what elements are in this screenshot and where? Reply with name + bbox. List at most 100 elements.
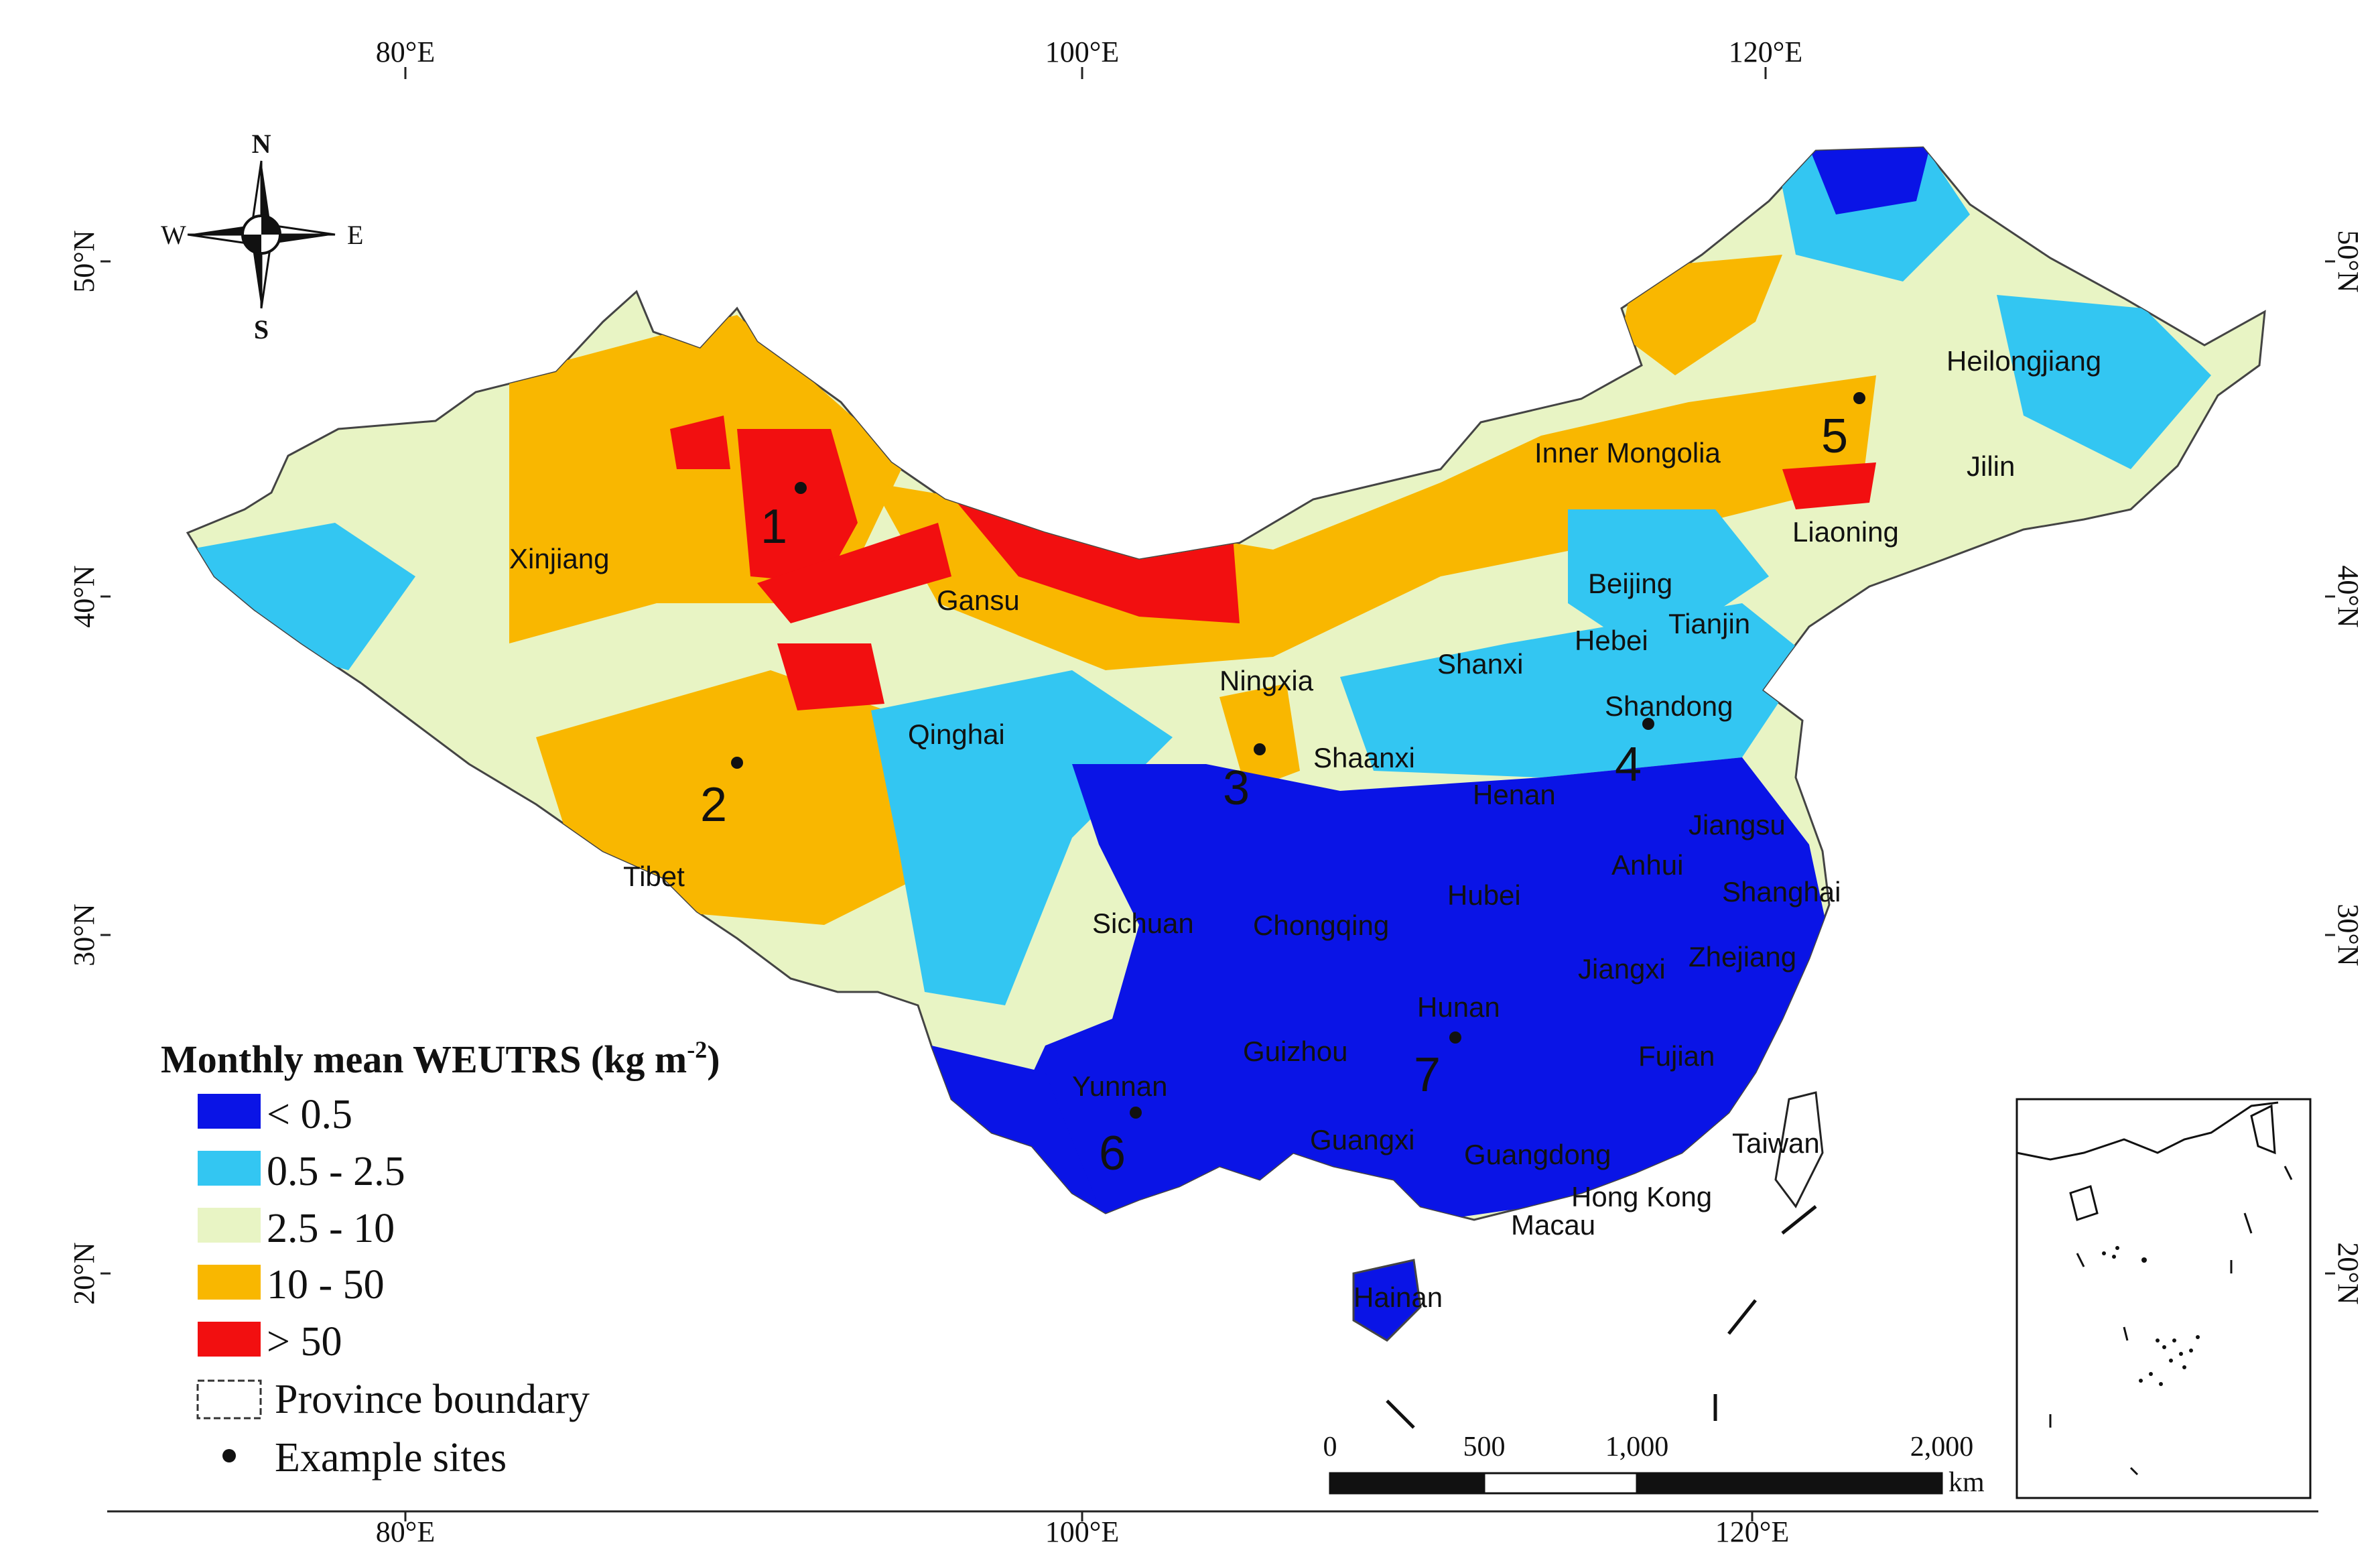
province-label: Hong Kong	[1571, 1181, 1712, 1212]
province-label: Fujian	[1638, 1040, 1715, 1072]
province-label: Shaanxi	[1313, 742, 1415, 773]
site-dot	[795, 482, 807, 494]
legend-class-label: 2.5 - 10	[267, 1206, 395, 1251]
province-label: Guangxi	[1310, 1124, 1414, 1155]
example-site-dot-icon	[222, 1449, 236, 1462]
scale-segment	[1329, 1472, 1485, 1495]
province-label: Shanxi	[1437, 648, 1523, 680]
bottom-lon-label: 120°E	[1715, 1515, 1789, 1548]
class-region-gt-50	[1782, 462, 1876, 509]
class-region-lt-0.5	[281, 684, 375, 724]
class-region-0.5-2.5	[1997, 295, 2211, 469]
right-lat-label: 50°N	[2332, 230, 2365, 292]
compass-w: W	[161, 220, 186, 250]
scale-tick-label: 0	[1323, 1432, 1337, 1462]
legend-class-label: < 0.5	[267, 1092, 352, 1137]
scale-bar: 0 500 1,000 2,000 km	[1323, 1432, 1985, 1498]
legend-class-label: 10 - 50	[267, 1262, 385, 1308]
site-number: 3	[1223, 761, 1250, 815]
province-label: Jiangsu	[1689, 809, 1786, 840]
class-region-lt-0.5	[1809, 147, 1930, 214]
legend-class-label: 0.5 - 2.5	[267, 1149, 405, 1194]
inset-islands	[2102, 1246, 2200, 1386]
province-label: Macau	[1511, 1209, 1595, 1241]
province-label: Yunnan	[1072, 1070, 1168, 1102]
province-label: Anhui	[1611, 849, 1683, 881]
site-dot	[731, 757, 743, 769]
province-label: Gansu	[937, 584, 1020, 616]
site-dot	[1853, 392, 1865, 404]
left-lat-label: 30°N	[68, 903, 101, 966]
graticule-ticks	[101, 67, 2335, 1521]
legend-boundary-label: Province boundary	[275, 1377, 590, 1422]
legend-swatch	[198, 1208, 261, 1243]
site-dot	[1254, 743, 1266, 755]
province-label: Zhejiang	[1689, 941, 1796, 973]
taiwan-island	[1774, 1091, 1824, 1208]
example-sites: 1 2 3 4 5 6 7	[700, 392, 1865, 1180]
province-labels: Xinjiang Gansu Qinghai Tibet Inner Mongo…	[509, 345, 2101, 1313]
class-region-gt-50	[737, 429, 858, 583]
province-label: Chongqing	[1253, 910, 1389, 941]
hainan-island	[1352, 1259, 1422, 1342]
province-label: Sichuan	[1092, 907, 1194, 939]
compass-n: N	[252, 129, 271, 159]
class-region-10-50	[536, 670, 931, 925]
site-number: 6	[1099, 1127, 1126, 1180]
province-label: Jilin	[1967, 450, 2015, 482]
province-label: Beijing	[1588, 568, 1672, 599]
class-region-0.5-2.5	[1568, 509, 1769, 657]
scale-segment	[1636, 1472, 1943, 1495]
scale-tick-label: 1,000	[1605, 1432, 1669, 1462]
bottom-lon-label: 80°E	[376, 1515, 435, 1548]
top-lon-label: 120°E	[1729, 36, 1802, 68]
province-boundary-swatch	[196, 1379, 262, 1420]
class-region-10-50	[1219, 684, 1300, 791]
legend-title: Monthly mean WEUTRS (kg m-2)	[161, 1036, 720, 1081]
province-label: Henan	[1473, 779, 1556, 810]
scale-tick-label: 2,000	[1910, 1432, 1974, 1462]
legend-swatch	[198, 1094, 261, 1129]
top-lon-label: 80°E	[376, 36, 435, 68]
class-region-0.5-2.5	[1340, 603, 1809, 777]
bottom-lon-label: 100°E	[1045, 1515, 1119, 1548]
site-dot	[1449, 1031, 1461, 1044]
province-label: Shanghai	[1722, 876, 1841, 907]
scale-unit-label: km	[1948, 1467, 1985, 1498]
site-number: 5	[1821, 410, 1848, 463]
compass-e: E	[347, 220, 363, 250]
maritime-boundary-lines	[1386, 1205, 1817, 1429]
scale-tick-label: 500	[1463, 1432, 1506, 1462]
legend-swatch	[198, 1151, 261, 1186]
province-label: Heilongjiang	[1946, 345, 2101, 377]
province-label: Inner Mongolia	[1534, 437, 1721, 468]
class-region-lt-0.5	[1005, 757, 1829, 1220]
compass-s: S	[254, 314, 269, 345]
top-lon-label: 100°E	[1045, 36, 1119, 68]
province-label: Jiangxi	[1578, 953, 1666, 985]
site-dot	[1130, 1107, 1142, 1119]
province-label: Hebei	[1575, 625, 1648, 656]
right-lat-label: 40°N	[2332, 565, 2365, 627]
south-china-sea-inset	[2015, 1098, 2312, 1499]
legend-sites-label: Example sites	[275, 1435, 507, 1481]
class-region-0.5-2.5	[1776, 154, 1970, 281]
site-number: 4	[1615, 738, 1642, 792]
legend-class-label: > 50	[267, 1319, 342, 1365]
class-region-gt-50	[757, 523, 951, 623]
legend: Monthly mean WEUTRS (kg m-2) < 0.5 0.5 -…	[161, 1036, 720, 1481]
province-label: Hunan	[1417, 991, 1500, 1023]
province-label: Guangdong	[1464, 1139, 1611, 1170]
left-lat-label: 40°N	[68, 565, 101, 627]
right-lat-label: 30°N	[2332, 903, 2365, 966]
province-label: Shandong	[1605, 690, 1733, 722]
china-weutrs-raster	[186, 146, 2266, 1429]
province-label: Hainan	[1353, 1281, 1443, 1313]
class-region-gt-50	[777, 643, 884, 710]
province-label: Xinjiang	[509, 543, 609, 574]
province-label: Ningxia	[1219, 665, 1314, 696]
province-label: Taiwan	[1732, 1127, 1820, 1159]
right-lat-label: 20°N	[2332, 1242, 2365, 1304]
legend-swatch	[198, 1265, 261, 1300]
